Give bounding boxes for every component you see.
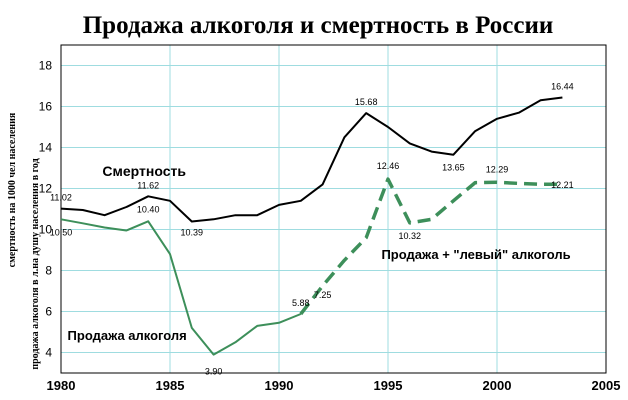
x-ticks: 1980 1985 1990 1995 2000 2005	[47, 378, 621, 393]
annotations: 11.02 10.50 11.62 10.40 10.39 3.90 5.88 7.25 15.…	[50, 81, 574, 376]
y-tick-label: 6	[45, 305, 52, 319]
x-tick-label: 1980	[47, 378, 76, 393]
data-label: 12.46	[377, 161, 400, 171]
y-tick-label: 16	[39, 100, 53, 114]
y-axis-label-left: продажа алкоголя в л.на душу населения в…	[30, 158, 41, 369]
y-tick-label: 4	[45, 346, 52, 360]
series-labels: Смертность Продажа + "левый" алкоголь Прод…	[68, 163, 571, 343]
data-label: 15.68	[355, 97, 378, 107]
x-tick-label: 2005	[592, 378, 621, 393]
data-label: 3.90	[205, 367, 223, 377]
data-label: 11.02	[50, 193, 72, 203]
y-tick-label: 8	[45, 264, 52, 278]
data-label: 13.65	[442, 163, 465, 173]
series-line-2	[299, 177, 563, 316]
data-label: 5.88	[292, 298, 310, 308]
series-label: Продажа алкоголя	[68, 328, 187, 343]
data-label: 10.50	[50, 227, 73, 237]
data-label: 7.25	[314, 290, 332, 300]
data-label: 11.62	[137, 180, 159, 190]
data-label: 12.29	[486, 165, 509, 175]
series-line-1	[60, 218, 302, 356]
chart-title: Продажа алкоголя и смертность в России	[83, 12, 554, 39]
y-axis-label-right: смертность на 1000 чел населения	[7, 112, 18, 267]
series-layer	[60, 96, 563, 356]
data-label: 12.21	[551, 180, 574, 190]
series-label: Смертность	[102, 163, 186, 179]
x-tick-label: 1990	[265, 378, 294, 393]
y-tick-label: 12	[39, 182, 53, 196]
data-label: 16.44	[551, 81, 574, 91]
series-label: Продажа + "левый" алкоголь	[381, 247, 570, 262]
data-label: 10.40	[137, 204, 160, 214]
series-line-0	[60, 96, 563, 223]
x-tick-label: 2000	[483, 378, 512, 393]
y-ticks: 4 6 8 10 12 14 16 18	[39, 59, 53, 360]
x-tick-label: 1995	[374, 378, 403, 393]
y-tick-label: 10	[39, 223, 53, 237]
data-label: 10.32	[399, 231, 422, 241]
y-tick-label: 14	[39, 141, 53, 155]
x-tick-label: 1985	[156, 378, 185, 393]
data-label: 10.39	[181, 228, 204, 238]
y-tick-label: 18	[39, 59, 53, 73]
